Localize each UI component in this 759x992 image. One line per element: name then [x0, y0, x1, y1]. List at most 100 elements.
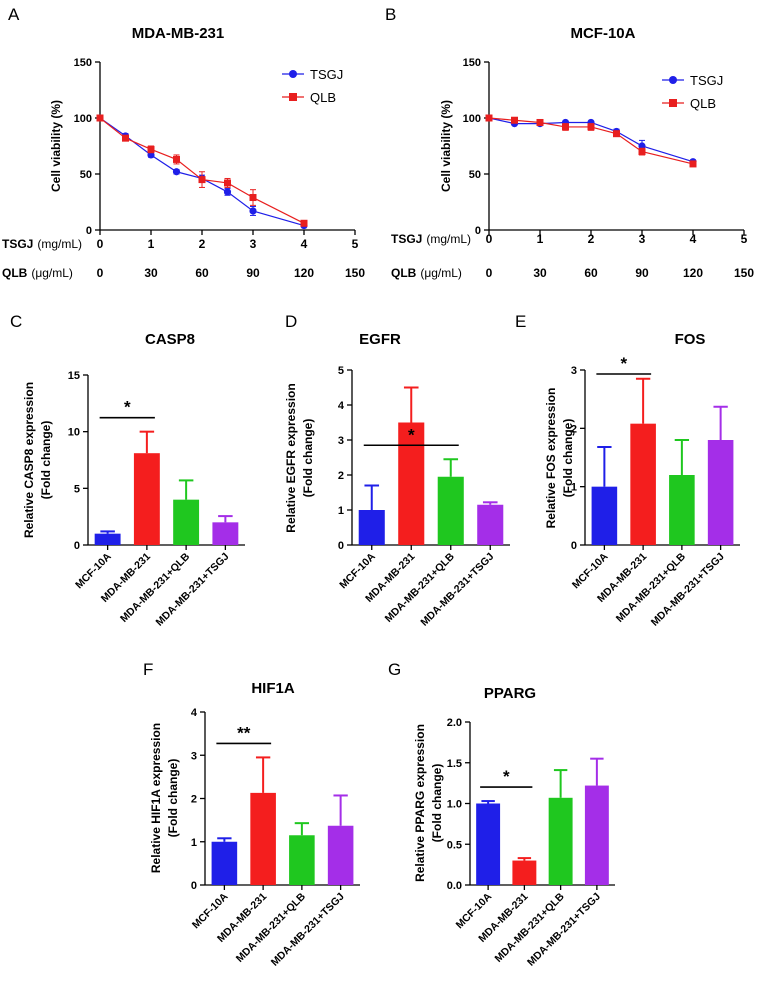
bar — [94, 533, 121, 545]
dose-row-unit: (μg/mL) — [420, 266, 462, 280]
legend: TSGJ QLB — [282, 67, 343, 105]
legend-marker — [669, 76, 677, 84]
y-tick-label: 10 — [68, 427, 80, 439]
y-tick-label: 0.5 — [447, 839, 462, 851]
bar — [630, 423, 656, 545]
y-tick-label: 4 — [338, 400, 345, 412]
category-label: MDA-MB-231+TSGJ — [649, 551, 727, 629]
category-label: MDA-MB-231+TSGJ — [418, 551, 496, 629]
bar — [211, 841, 238, 885]
y-tick-label: 3 — [338, 435, 344, 447]
y-tick-label: 1.0 — [447, 799, 462, 811]
series-qlb — [485, 114, 697, 168]
panel-label: A — [8, 5, 20, 24]
y-tick-label: 2.0 — [447, 717, 462, 729]
dose-row-name: TSGJ — [2, 237, 33, 251]
bar — [398, 422, 425, 545]
category-label: MCF-10A — [190, 890, 231, 931]
bar — [327, 825, 354, 885]
y-tick-label: 100 — [74, 113, 92, 125]
data-point — [249, 207, 257, 215]
significance-label: * — [408, 425, 415, 444]
significance-label: * — [503, 767, 510, 786]
bar — [289, 835, 315, 885]
panel-title: CASP8 — [145, 331, 195, 348]
y-tick-label: 50 — [80, 169, 92, 181]
dose-tick-label: 30 — [533, 266, 547, 280]
bar — [250, 792, 276, 885]
dose-tick-label: 3 — [250, 237, 257, 251]
y-tick-label: 5 — [338, 365, 344, 377]
dose-row-label: QLB (μg/mL) — [2, 266, 73, 280]
dose-tick-label: 3 — [639, 232, 646, 246]
data-point — [562, 123, 569, 131]
dose-tick-label: 30 — [144, 266, 158, 280]
y-tick-label: 0 — [191, 880, 197, 892]
bar — [212, 522, 239, 545]
panel-d: D EGFR 0 1 2 3 4 5 Relative EGFR expression (Fold… — [284, 312, 510, 629]
data-point — [224, 179, 231, 187]
dose-tick-label: 0 — [97, 266, 104, 280]
dose-tick-label: 5 — [741, 232, 748, 246]
y-tick-label: 100 — [463, 113, 481, 125]
legend-label: TSGJ — [310, 67, 343, 82]
y-axis-label: Relative FOS expression — [544, 388, 558, 529]
dose-row-name: TSGJ — [391, 232, 422, 246]
dose-tick-label: 120 — [294, 266, 314, 280]
y-tick-label: 0.0 — [447, 880, 462, 892]
category-label: MCF-10A — [570, 550, 611, 591]
bar — [584, 785, 609, 885]
y-tick-label: 1 — [338, 505, 344, 517]
y-axis-label: (Fold change) — [561, 419, 575, 498]
bar — [358, 510, 385, 545]
dose-tick-label: 0 — [97, 237, 104, 251]
dose-tick-label: 0 — [486, 266, 493, 280]
series-line — [488, 117, 694, 163]
y-axis-label: (Fold change) — [39, 421, 53, 500]
bar — [591, 486, 618, 545]
category-label: MDA-MB-231+QLB — [234, 890, 309, 965]
panel-label: G — [388, 660, 401, 679]
y-tick-label: 1 — [191, 837, 197, 849]
dose-tick-label: 90 — [635, 266, 649, 280]
series-line — [99, 117, 305, 224]
y-tick-label: 0 — [74, 540, 80, 552]
series-line — [488, 117, 694, 165]
dose-tick-label: 2 — [588, 232, 595, 246]
y-tick-label: 150 — [74, 57, 92, 69]
y-axis-label: (Fold change) — [166, 759, 180, 838]
y-axis-label: Relative EGFR expression — [284, 383, 298, 532]
dose-row-name: QLB — [2, 266, 28, 280]
data-point — [198, 176, 206, 184]
series-qlb — [96, 114, 308, 227]
panel-f: F HIF1A 0 1 2 3 4 Relative HIF1A expression (Fol… — [143, 660, 360, 969]
category-label: MDA-MB-231+TSGJ — [269, 891, 347, 969]
y-tick-label: 5 — [74, 483, 80, 495]
legend-label: QLB — [690, 96, 716, 111]
y-tick-label: 2 — [338, 470, 344, 482]
bar — [173, 499, 200, 545]
category-label: MDA-MB-231+QLB — [383, 550, 458, 625]
panel-title: FOS — [675, 331, 706, 348]
dose-row-unit: (mg/mL) — [37, 237, 82, 251]
category-label: MDA-MB-231+TSGJ — [525, 891, 603, 969]
panel-label: D — [285, 312, 297, 331]
y-axis-label: Relative CASP8 expression — [22, 382, 36, 538]
y-tick-label: 2 — [571, 423, 577, 435]
data-point — [485, 114, 493, 122]
bar — [669, 475, 695, 545]
dose-tick-label: 5 — [352, 237, 359, 251]
bar — [476, 803, 501, 885]
bar — [707, 440, 734, 545]
panel-label: C — [10, 312, 22, 331]
panel-title: MCF-10A — [570, 25, 635, 42]
data-point — [172, 168, 181, 176]
y-axis-label: (Fold change) — [301, 419, 315, 498]
panel-label: E — [515, 312, 526, 331]
dose-row-label: TSGJ (mg/mL) — [391, 232, 471, 246]
data-point — [689, 160, 697, 168]
dose-tick-label: 4 — [690, 232, 697, 246]
y-axis-label: Relative HIF1A expression — [149, 723, 163, 873]
dose-row-label: TSGJ (mg/mL) — [2, 237, 82, 251]
bar — [133, 453, 160, 545]
